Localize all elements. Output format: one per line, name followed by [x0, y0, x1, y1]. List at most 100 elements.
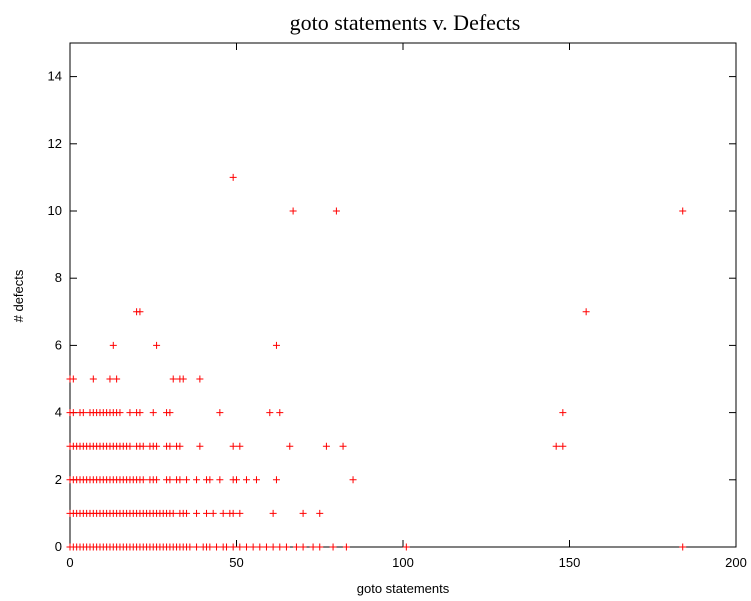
x-tick-label: 50	[229, 555, 243, 570]
scatter-point	[106, 375, 114, 383]
plot-frame	[69, 42, 737, 548]
scatter-point	[552, 442, 560, 450]
y-tick-label: 14	[48, 69, 62, 84]
chart-title: goto statements v. Defects	[290, 10, 521, 35]
y-tick-label: 0	[55, 539, 62, 554]
scatter-point	[252, 476, 260, 484]
y-tick-label: 8	[55, 270, 62, 285]
scatter-point	[193, 509, 201, 517]
scatter-point	[286, 442, 294, 450]
scatter-point	[282, 543, 290, 551]
scatter-point	[169, 375, 177, 383]
y-axis: 0 2 4 6 8 10 12 14	[48, 69, 736, 554]
scatter-point	[276, 409, 284, 417]
y-tick-label: 4	[55, 405, 62, 420]
scatter-point	[169, 509, 177, 517]
scatter-point	[216, 476, 224, 484]
scatter-point	[266, 409, 274, 417]
scatter-point	[126, 442, 134, 450]
x-tick-label: 150	[559, 555, 581, 570]
scatter-point	[139, 442, 147, 450]
scatter-point	[559, 442, 567, 450]
scatter-point	[272, 341, 280, 349]
scatter-point	[116, 409, 124, 417]
scatter-point	[229, 509, 237, 517]
scatter-point	[292, 543, 300, 551]
data-points	[66, 173, 687, 551]
scatter-point	[166, 409, 174, 417]
scatter-point	[136, 409, 144, 417]
scatter-point	[196, 442, 204, 450]
scatter-point	[153, 341, 161, 349]
scatter-point	[229, 543, 237, 551]
scatter-point	[402, 543, 410, 551]
x-axis-label: goto statements	[357, 581, 450, 596]
scatter-point	[229, 442, 237, 450]
scatter-point	[209, 509, 217, 517]
scatter-point	[183, 509, 191, 517]
scatter-point	[342, 543, 350, 551]
scatter-point	[203, 509, 211, 517]
scatter-point	[186, 543, 194, 551]
scatter-point	[153, 442, 161, 450]
y-axis-label: # defects	[11, 269, 26, 322]
scatter-point	[249, 543, 257, 551]
scatter-point	[339, 442, 347, 450]
scatter-point	[262, 543, 270, 551]
scatter-point	[322, 442, 330, 450]
scatter-point	[136, 308, 144, 316]
scatter-point	[229, 173, 237, 181]
scatter-point	[196, 375, 204, 383]
scatter-point	[309, 543, 317, 551]
scatter-point	[69, 409, 77, 417]
scatter-point	[176, 476, 184, 484]
x-tick-label: 0	[66, 555, 73, 570]
scatter-point	[206, 476, 214, 484]
scatter-point	[166, 476, 174, 484]
scatter-point	[79, 409, 87, 417]
scatter-point	[113, 375, 121, 383]
scatter-point	[69, 375, 77, 383]
x-tick-label: 100	[392, 555, 414, 570]
scatter-point	[206, 543, 214, 551]
scatter-point	[193, 476, 201, 484]
scatter-point	[193, 543, 201, 551]
scatter-point	[236, 442, 244, 450]
scatter-point	[329, 543, 337, 551]
scatter-point	[216, 409, 224, 417]
scatter-point	[213, 543, 221, 551]
scatter-point	[149, 409, 157, 417]
scatter-point	[679, 207, 687, 215]
scatter-point	[276, 543, 284, 551]
scatter-point	[176, 442, 184, 450]
scatter-point	[299, 543, 307, 551]
scatter-point	[269, 509, 277, 517]
y-tick-label: 10	[48, 203, 62, 218]
scatter-point	[89, 375, 97, 383]
x-tick-label: 200	[725, 555, 747, 570]
scatter-point	[332, 207, 340, 215]
scatter-point	[233, 476, 240, 484]
scatter-point	[223, 543, 231, 551]
scatter-point	[219, 509, 227, 517]
scatter-point	[559, 409, 567, 417]
scatter-point	[349, 476, 357, 484]
scatter-point	[166, 442, 174, 450]
scatter-point	[269, 543, 277, 551]
scatter-point	[582, 308, 590, 316]
scatter-point	[179, 375, 187, 383]
scatter-point	[299, 509, 307, 517]
scatter-point	[272, 476, 280, 484]
scatter-point	[236, 543, 244, 551]
scatter-point	[316, 543, 324, 551]
y-tick-label: 6	[55, 337, 62, 352]
scatter-point	[316, 509, 324, 517]
scatter-point	[236, 509, 244, 517]
scatter-point	[153, 476, 161, 484]
scatter-point	[242, 543, 250, 551]
y-tick-label: 12	[48, 136, 62, 151]
scatter-point	[242, 476, 250, 484]
scatter-point	[679, 543, 687, 551]
